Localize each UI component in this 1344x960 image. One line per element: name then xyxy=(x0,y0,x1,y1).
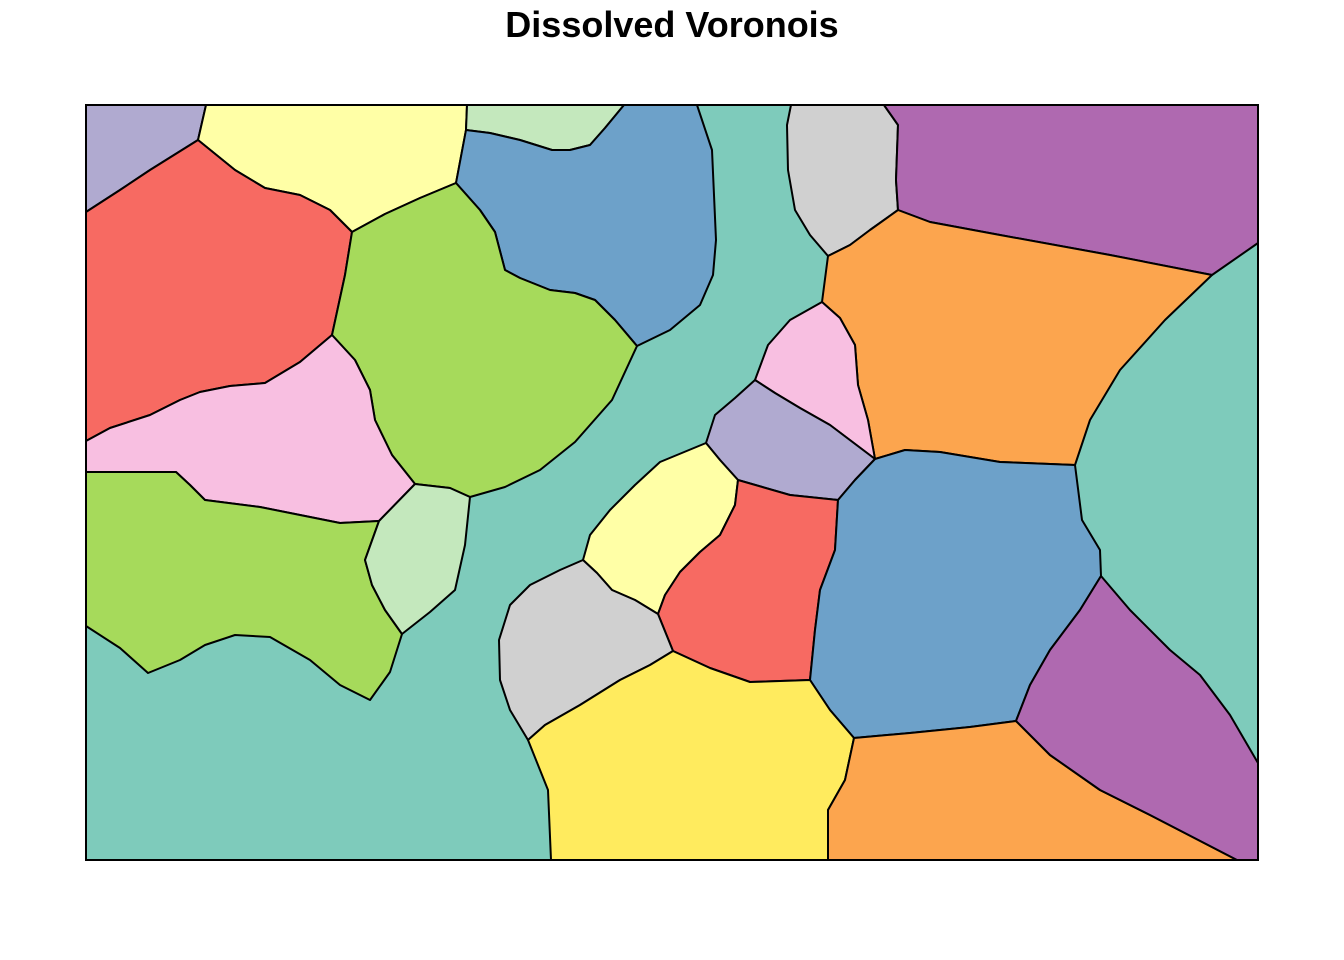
region-yellow-s xyxy=(527,650,855,861)
region-mint-c xyxy=(364,483,471,635)
map-title: Dissolved Voronois xyxy=(505,4,839,45)
map-frame xyxy=(85,104,1259,861)
region-purple-se xyxy=(1015,575,1259,861)
